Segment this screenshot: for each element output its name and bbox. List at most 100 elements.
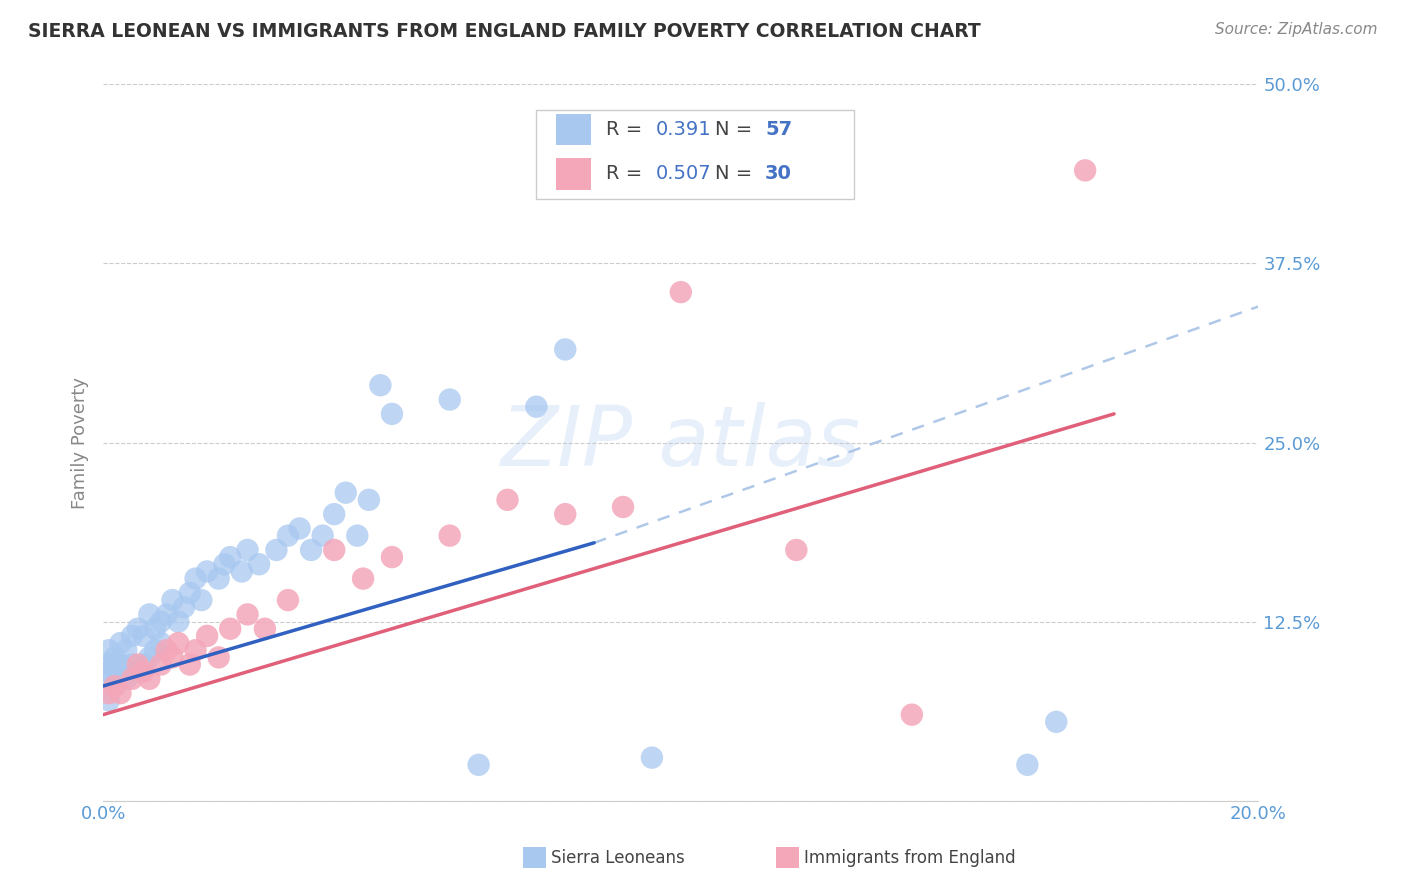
Point <box>247 558 270 572</box>
Point <box>524 400 547 414</box>
Point <box>277 528 299 542</box>
Point <box>156 607 179 622</box>
Text: 57: 57 <box>765 120 792 139</box>
FancyBboxPatch shape <box>555 114 591 145</box>
Point <box>167 636 190 650</box>
Text: R =: R = <box>606 120 648 139</box>
Point <box>121 657 143 672</box>
Point <box>1074 163 1097 178</box>
Point <box>173 600 195 615</box>
Point <box>612 500 634 514</box>
Point <box>132 629 155 643</box>
Point <box>115 672 138 686</box>
Text: SIERRA LEONEAN VS IMMIGRANTS FROM ENGLAND FAMILY POVERTY CORRELATION CHART: SIERRA LEONEAN VS IMMIGRANTS FROM ENGLAN… <box>28 22 981 41</box>
Point <box>231 565 253 579</box>
Point <box>127 665 149 679</box>
Point <box>496 492 519 507</box>
Point <box>195 565 218 579</box>
Point <box>121 672 143 686</box>
Point <box>162 650 184 665</box>
Point <box>381 550 404 565</box>
Point <box>110 636 132 650</box>
Point <box>669 285 692 300</box>
Point <box>323 543 346 558</box>
Text: 0.391: 0.391 <box>655 120 711 139</box>
Point <box>208 572 231 586</box>
Text: Sierra Leoneans: Sierra Leoneans <box>551 849 685 867</box>
FancyBboxPatch shape <box>536 110 853 199</box>
Point <box>219 622 242 636</box>
Point <box>149 636 172 650</box>
Point <box>110 665 132 679</box>
Point <box>132 665 155 679</box>
Point <box>370 378 392 392</box>
Point <box>97 665 120 679</box>
Point <box>121 629 143 643</box>
Point <box>554 343 576 357</box>
Point <box>184 572 207 586</box>
FancyBboxPatch shape <box>555 158 591 190</box>
Point <box>381 407 404 421</box>
Text: R =: R = <box>606 164 648 184</box>
Point <box>110 657 132 672</box>
Point <box>357 492 380 507</box>
Point <box>110 686 132 700</box>
Point <box>439 528 461 542</box>
Point <box>323 507 346 521</box>
Point <box>138 650 160 665</box>
Point <box>554 507 576 521</box>
Text: Immigrants from England: Immigrants from England <box>804 849 1017 867</box>
Point <box>311 528 333 542</box>
Point <box>219 550 242 565</box>
Point <box>195 629 218 643</box>
Point <box>214 558 236 572</box>
Point <box>143 643 166 657</box>
Point <box>149 615 172 629</box>
Point <box>439 392 461 407</box>
Point <box>127 622 149 636</box>
Point <box>156 643 179 657</box>
Point <box>115 643 138 657</box>
Point <box>208 650 231 665</box>
Point <box>97 643 120 657</box>
Point <box>288 521 311 535</box>
Y-axis label: Family Poverty: Family Poverty <box>72 376 89 508</box>
Text: 0.507: 0.507 <box>655 164 711 184</box>
Point <box>467 757 489 772</box>
Point <box>641 750 664 764</box>
Point <box>104 657 127 672</box>
Text: ZIP atlas: ZIP atlas <box>501 402 860 483</box>
Point <box>162 593 184 607</box>
Point <box>143 622 166 636</box>
Point <box>277 593 299 607</box>
Point <box>127 657 149 672</box>
Point <box>138 607 160 622</box>
Point <box>253 622 276 636</box>
Point <box>97 657 120 672</box>
Text: Source: ZipAtlas.com: Source: ZipAtlas.com <box>1215 22 1378 37</box>
Point <box>132 657 155 672</box>
Point <box>335 485 357 500</box>
Point <box>179 586 201 600</box>
Point <box>190 593 212 607</box>
Point <box>97 672 120 686</box>
Point <box>149 657 172 672</box>
Point <box>104 679 127 693</box>
Point <box>104 650 127 665</box>
Text: N =: N = <box>716 120 759 139</box>
Text: 30: 30 <box>765 164 792 184</box>
Point <box>236 543 259 558</box>
Point <box>167 615 190 629</box>
Point <box>1045 714 1067 729</box>
Point <box>352 572 374 586</box>
Point <box>1017 757 1039 772</box>
Point <box>299 543 322 558</box>
Point <box>346 528 368 542</box>
Point <box>138 672 160 686</box>
Point <box>104 679 127 693</box>
Point <box>184 643 207 657</box>
Point <box>97 693 120 707</box>
Point <box>236 607 259 622</box>
Point <box>179 657 201 672</box>
Point <box>785 543 807 558</box>
